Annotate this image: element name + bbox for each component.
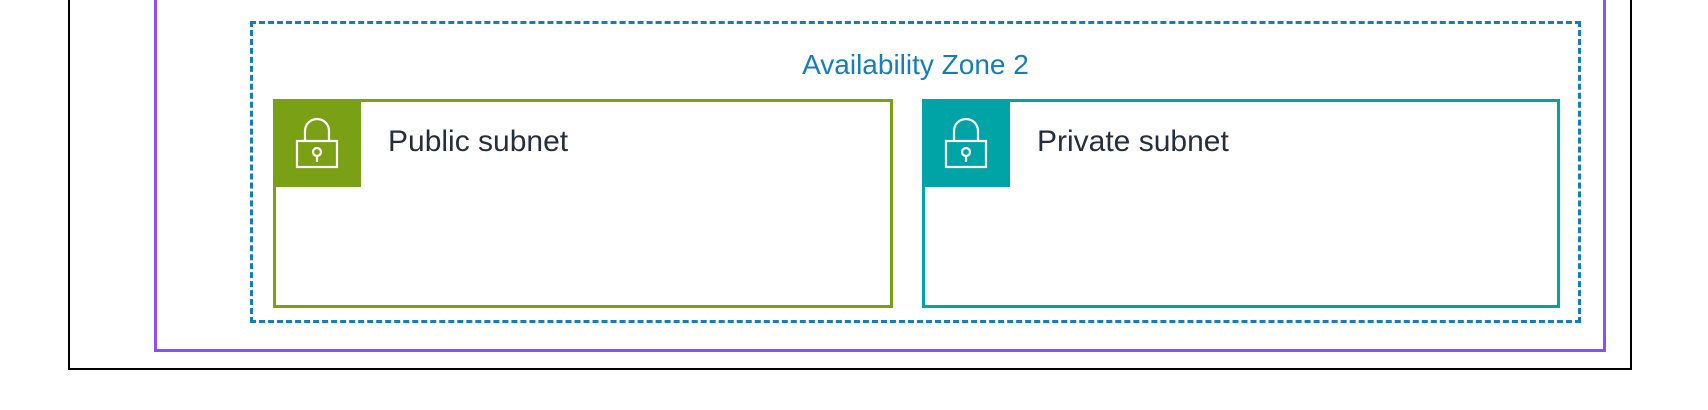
private-subnet-group: Private subnet	[922, 99, 1560, 308]
private-subnet-label: Private subnet	[1037, 125, 1229, 158]
availability-zone-label: Availability Zone 2	[802, 49, 1029, 80]
lock-icon	[295, 117, 339, 169]
region-boundary	[68, 0, 1632, 370]
vpc-boundary	[154, 0, 1606, 352]
public-subnet-group: Public subnet	[273, 99, 893, 308]
public-subnet-label: Public subnet	[388, 125, 569, 158]
availability-zone-group: Availability Zone 2	[250, 21, 1581, 323]
lock-icon	[944, 117, 988, 169]
private-subnet-badge	[922, 99, 1010, 187]
public-subnet-badge	[273, 99, 361, 187]
